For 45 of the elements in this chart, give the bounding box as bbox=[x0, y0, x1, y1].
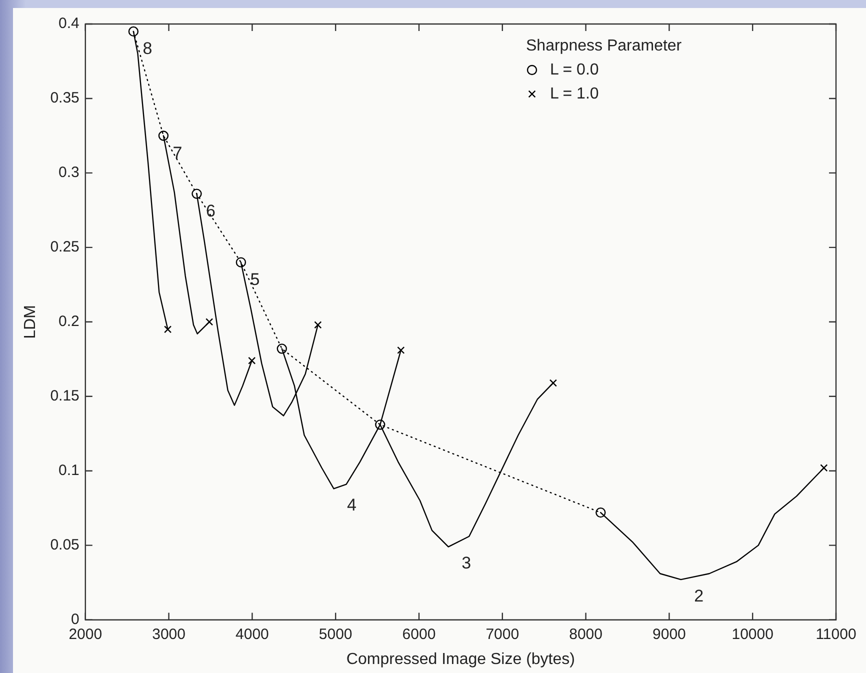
series-label: 7 bbox=[172, 143, 182, 162]
y-axis-title: LDM bbox=[22, 305, 40, 339]
y-tick-label: 0.05 bbox=[50, 536, 80, 554]
series-label: 4 bbox=[347, 495, 356, 514]
x-tick-label: 2000 bbox=[68, 626, 102, 643]
point bbox=[248, 356, 256, 364]
point bbox=[164, 326, 172, 334]
y-tick-label: 0.25 bbox=[50, 238, 80, 256]
point bbox=[820, 464, 828, 472]
x-tick-label: 11000 bbox=[816, 626, 856, 643]
point bbox=[192, 188, 202, 199]
point bbox=[549, 379, 557, 387]
point bbox=[206, 318, 214, 326]
y-tick-label: 0.2 bbox=[58, 313, 80, 330]
legend-label: L = 0.0 bbox=[550, 61, 599, 78]
y-tick-label: 0.4 bbox=[58, 15, 80, 32]
x-tick-label: 7000 bbox=[486, 626, 520, 643]
x-tick-label: 6000 bbox=[402, 626, 436, 643]
x-tick-label: 4000 bbox=[236, 626, 269, 643]
series-label: 5 bbox=[250, 270, 260, 290]
y-tick-label: 0 bbox=[71, 610, 80, 628]
series-label: 2 bbox=[694, 586, 704, 606]
x-tick-label: 3000 bbox=[152, 626, 186, 643]
x-axis-title: Compressed Image Size (bytes) bbox=[346, 650, 575, 668]
y-tick-label: 0.15 bbox=[50, 388, 80, 405]
x-tick-label: 10000 bbox=[732, 626, 774, 643]
point bbox=[375, 420, 386, 430]
series-label: 3 bbox=[462, 554, 472, 572]
point bbox=[158, 130, 169, 141]
point bbox=[314, 321, 322, 329]
point bbox=[397, 346, 405, 354]
legend-label: L = 1.0 bbox=[550, 85, 599, 102]
x-tick-label: 5000 bbox=[318, 626, 352, 643]
series-label: 6 bbox=[206, 201, 216, 220]
point bbox=[276, 344, 287, 354]
x-tick-label: 9000 bbox=[652, 626, 686, 643]
y-tick-label: 0.1 bbox=[58, 462, 80, 479]
legend-title: Sharpness Parameter bbox=[526, 37, 682, 54]
point bbox=[596, 507, 606, 518]
y-tick-label: 0.35 bbox=[50, 90, 80, 107]
x-tick-label: 8000 bbox=[569, 626, 602, 643]
point bbox=[128, 26, 139, 37]
y-tick-label: 0.3 bbox=[58, 164, 80, 182]
point bbox=[236, 257, 246, 268]
series-label: 8 bbox=[142, 39, 152, 58]
